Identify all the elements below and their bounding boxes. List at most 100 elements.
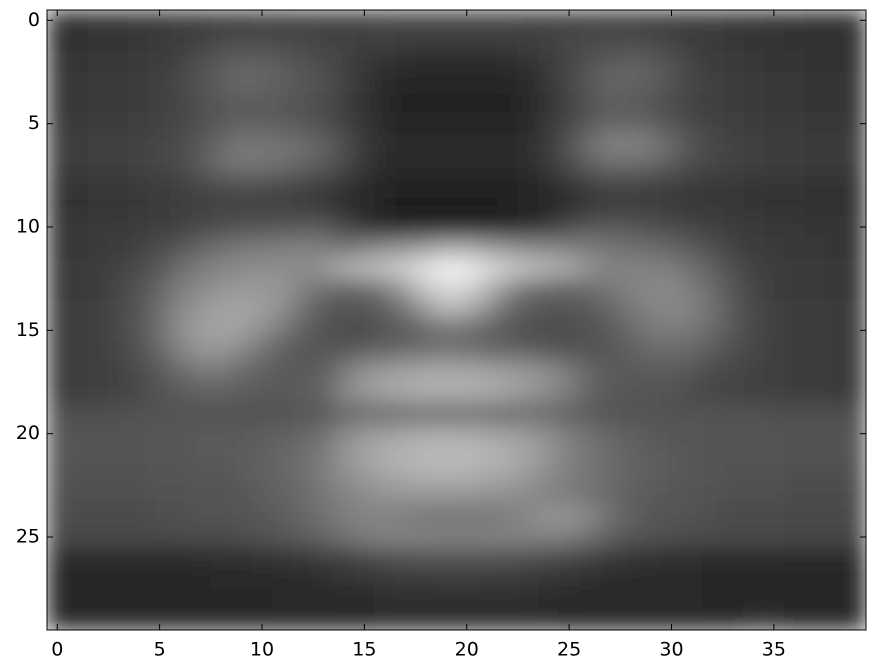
pixel [702,320,723,341]
pixel [354,279,375,300]
pixel [764,320,785,341]
pixel [170,423,191,444]
pixel [47,93,68,114]
pixel [129,361,150,382]
pixel [702,568,723,589]
pixel [518,341,539,362]
pixel [252,196,273,217]
pixel [457,299,478,320]
pixel [211,547,232,568]
pixel [784,320,805,341]
pixel [723,93,744,114]
pixel [846,155,867,176]
pixel [211,465,232,486]
pixel [825,485,846,506]
page: {"chart_data": {"type": "heatmap", "colo… [0,0,869,662]
pixel [436,527,457,548]
pixel [416,320,437,341]
pixel [88,403,109,424]
pixel [559,485,580,506]
pixel [579,361,600,382]
image-cells [47,10,867,631]
pixel [436,72,457,93]
pixel [375,155,396,176]
pixel [170,444,191,465]
pixel [436,258,457,279]
pixel [743,175,764,196]
pixel [723,134,744,155]
pixel [620,609,641,630]
y-tick-label: 20 [16,422,40,444]
pixel [108,320,129,341]
pixel [538,423,559,444]
pixel [497,134,518,155]
pixel [538,568,559,589]
pixel [661,423,682,444]
pixel [497,423,518,444]
pixel [559,423,580,444]
pixel [395,341,416,362]
pixel [682,134,703,155]
pixel [538,589,559,610]
pixel [252,258,273,279]
pixel [641,134,662,155]
pixel [67,113,88,134]
pixel [313,279,334,300]
pixel [497,175,518,196]
pixel [518,31,539,52]
pixel [641,299,662,320]
pixel [764,51,785,72]
pixel [620,279,641,300]
pixel [293,568,314,589]
pixel [47,382,68,403]
pixel [47,72,68,93]
pixel [108,485,129,506]
pixel [108,547,129,568]
pixel [395,547,416,568]
pixel [252,444,273,465]
pixel [784,403,805,424]
pixel [88,279,109,300]
pixel [620,506,641,527]
pixel [129,403,150,424]
pixel [620,31,641,52]
pixel [743,361,764,382]
pixel [334,113,355,134]
pixel [436,341,457,362]
pixel [723,527,744,548]
pixel [211,113,232,134]
pixel [88,31,109,52]
pixel [231,175,252,196]
pixel [846,589,867,610]
pixel [682,403,703,424]
pixel [149,403,170,424]
pixel [129,113,150,134]
pixel [67,423,88,444]
pixel [170,320,191,341]
pixel [661,258,682,279]
pixel [784,134,805,155]
pixel [190,382,211,403]
pixel [395,382,416,403]
pixel [641,506,662,527]
pixel [67,341,88,362]
pixel [47,341,68,362]
pixel [395,506,416,527]
pixel [88,320,109,341]
pixel [825,93,846,114]
pixel [416,423,437,444]
pixel [170,175,191,196]
pixel [170,547,191,568]
pixel [784,568,805,589]
pixel [108,72,129,93]
pixel [375,113,396,134]
pixel [190,506,211,527]
pixel [108,568,129,589]
pixel [231,258,252,279]
pixel [252,217,273,238]
pixel [149,506,170,527]
pixel [559,155,580,176]
pixel [538,547,559,568]
pixel [641,589,662,610]
pixel [272,196,293,217]
